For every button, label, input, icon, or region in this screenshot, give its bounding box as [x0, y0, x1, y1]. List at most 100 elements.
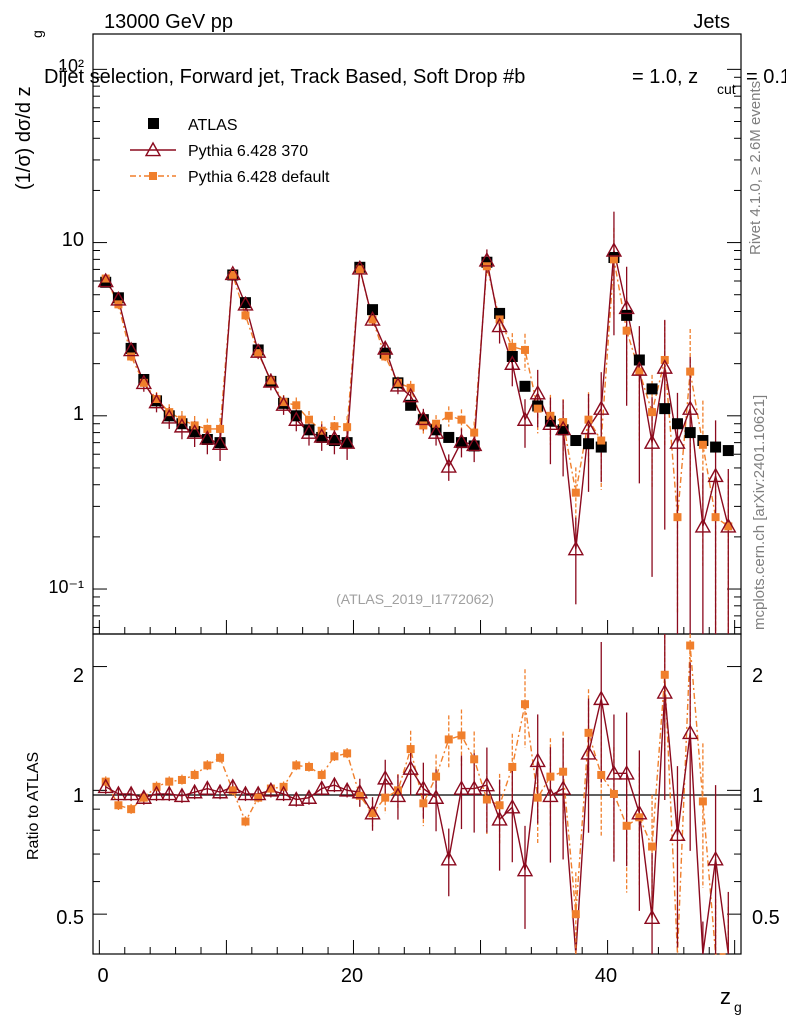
- data-point-atlas: [659, 403, 671, 415]
- data-point-atlas: [595, 441, 607, 453]
- ratio-point-pythia-370: [275, 785, 292, 801]
- ratio-point-pythia-default: [177, 775, 186, 784]
- data-point-pythia-default: [305, 415, 313, 424]
- data-point-pythia-370: [720, 517, 737, 533]
- ratio-point-pythia-370: [504, 798, 521, 814]
- data-point-atlas: [633, 354, 645, 366]
- data-point-atlas: [468, 440, 480, 452]
- data-point-pythia-370: [249, 343, 267, 358]
- ratio-point-pythia-370: [199, 780, 216, 795]
- y-axis-label-top: (1/σ) dσ/d z: [13, 86, 35, 190]
- ratio-point-pythia-370: [326, 776, 343, 792]
- legend-marker-pythia-default: [149, 172, 157, 180]
- ratio-point-pythia-default: [343, 749, 352, 758]
- data-point-pythia-370: [173, 417, 191, 433]
- data-point-pythia-default: [381, 352, 390, 361]
- data-point-pythia-370: [478, 251, 496, 267]
- data-point-pythia-default: [711, 513, 720, 522]
- data-point-pythia-370: [262, 372, 280, 388]
- ratio-point-pythia-370: [554, 780, 572, 795]
- ratio-point-pythia-370: [643, 909, 661, 925]
- data-point-pythia-370: [427, 424, 445, 439]
- ratio-point-pythia-370: [580, 744, 597, 760]
- data-point-pythia-default: [444, 411, 453, 420]
- data-point-pythia-default: [139, 378, 148, 387]
- data-point-atlas: [430, 424, 442, 436]
- data-point-pythia-default: [686, 367, 695, 376]
- data-point-pythia-370: [542, 415, 559, 431]
- data-point-pythia-370: [453, 433, 470, 448]
- data-point-pythia-370: [364, 310, 381, 326]
- legend: ATLAS Pythia 6.428 370 Pythia 6.428 defaul…: [130, 117, 330, 186]
- data-point-atlas: [455, 437, 467, 449]
- ratio-point-pythia-default: [190, 770, 199, 779]
- ratio-point-pythia-370: [97, 778, 114, 794]
- data-point-pythia-default: [635, 367, 644, 376]
- ratio-point-pythia-370: [186, 783, 203, 799]
- data-point-atlas: [697, 435, 709, 447]
- data-point-pythia-370: [593, 400, 610, 415]
- legend-label-0: ATLAS: [188, 117, 238, 134]
- data-point-pythia-370: [465, 436, 483, 452]
- x-axis-label: z: [720, 984, 731, 1009]
- data-point-pythia-default: [127, 352, 136, 361]
- data-point-pythia-370: [275, 396, 292, 411]
- data-point-pythia-370: [707, 467, 724, 483]
- ratio-point-pythia-default: [266, 784, 275, 793]
- ratio-point-pythia-370: [440, 850, 457, 866]
- ratio-point-pythia-default: [698, 797, 707, 806]
- data-point-atlas: [671, 418, 683, 430]
- data-point-pythia-370: [211, 435, 229, 451]
- data-point-pythia-default: [152, 395, 161, 404]
- ratio-point-pythia-370: [529, 752, 546, 768]
- data-point-pythia-default: [343, 423, 352, 432]
- data-point-pythia-default: [254, 349, 263, 358]
- ratio-point-pythia-370: [478, 776, 496, 792]
- data-point-atlas: [646, 383, 658, 395]
- ratio-point-pythia-default: [584, 728, 593, 737]
- data-point-pythia-default: [279, 398, 288, 407]
- data-point-atlas: [557, 424, 569, 436]
- rivet-version-label: Rivet 4.1.0, ≥ 2.6M events: [747, 81, 764, 255]
- ratio-point-pythia-default: [305, 762, 313, 771]
- ratio-point-pythia-370: [288, 791, 305, 806]
- ratio-point-pythia-default: [495, 801, 504, 810]
- ratio-point-pythia-default: [355, 791, 364, 800]
- data-point-atlas: [328, 435, 340, 447]
- data-point-pythia-370: [529, 384, 546, 400]
- data-point-pythia-default: [533, 404, 542, 413]
- ratio-point-pythia-370: [364, 804, 381, 820]
- data-point-pythia-370: [631, 361, 648, 376]
- plot-title-subscript: cut: [717, 81, 736, 97]
- ratio-point-pythia-default: [254, 793, 263, 802]
- data-point-pythia-default: [368, 315, 377, 324]
- ratio-point-pythia-370: [173, 787, 191, 803]
- data-point-atlas: [214, 437, 226, 449]
- ratio-point-pythia-default: [546, 772, 555, 781]
- data-point-pythia-default: [355, 265, 364, 274]
- data-point-pythia-default: [393, 378, 402, 387]
- data-point-pythia-default: [432, 419, 441, 428]
- ratio-tick-label-1-right: 1: [752, 785, 763, 807]
- ratio-point-pythia-default: [622, 821, 631, 830]
- ratio-tick-label-1-left: 1: [73, 785, 84, 807]
- data-point-pythia-370: [338, 434, 356, 449]
- data-point-pythia-default: [292, 401, 301, 410]
- ratio-point-pythia-370: [377, 769, 394, 785]
- ratio-point-pythia-default: [508, 762, 517, 771]
- category-label: Jets: [693, 11, 730, 33]
- plot-title-end: = 0.1: [746, 66, 786, 88]
- ratio-point-pythia-default: [559, 767, 568, 776]
- ratio-point-pythia-default: [114, 801, 123, 810]
- ratio-point-pythia-370: [427, 789, 445, 804]
- ratio-point-pythia-370: [300, 789, 318, 804]
- ratio-point-pythia-370: [211, 783, 229, 799]
- ratio-point-pythia-default: [139, 793, 148, 802]
- data-point-atlas: [405, 399, 417, 411]
- x-tick-label-40: 40: [595, 965, 617, 987]
- ratio-point-pythia-370: [656, 684, 673, 699]
- data-point-pythia-default: [470, 428, 479, 437]
- data-point-pythia-370: [313, 428, 330, 443]
- data-point-pythia-default: [698, 440, 707, 449]
- data-point-pythia-default: [609, 255, 618, 264]
